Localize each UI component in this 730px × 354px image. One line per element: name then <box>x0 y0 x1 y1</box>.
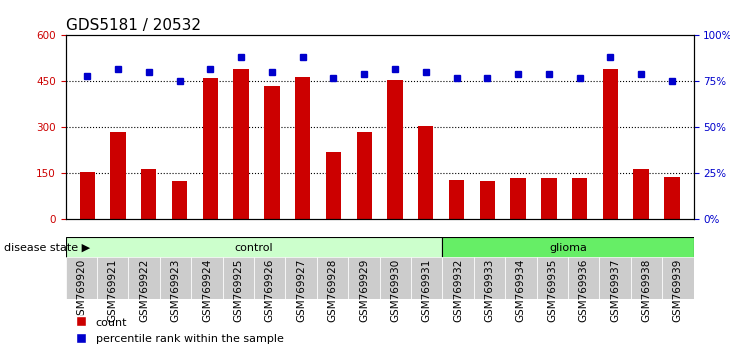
Bar <box>480 181 495 219</box>
Bar <box>203 78 218 219</box>
Text: GDS5181 / 20532: GDS5181 / 20532 <box>66 18 201 33</box>
FancyBboxPatch shape <box>128 257 160 299</box>
Bar <box>510 178 526 219</box>
FancyBboxPatch shape <box>631 257 662 299</box>
Text: GSM769934: GSM769934 <box>516 259 526 322</box>
Bar <box>80 172 95 219</box>
FancyBboxPatch shape <box>411 257 442 299</box>
Bar <box>388 80 403 219</box>
Bar <box>110 132 126 219</box>
FancyBboxPatch shape <box>97 257 128 299</box>
FancyBboxPatch shape <box>191 257 223 299</box>
FancyBboxPatch shape <box>348 257 380 299</box>
Bar <box>172 181 188 219</box>
FancyBboxPatch shape <box>442 257 474 299</box>
Text: GSM769925: GSM769925 <box>234 259 243 322</box>
FancyBboxPatch shape <box>662 257 694 299</box>
Bar <box>541 178 556 219</box>
Bar <box>418 126 434 219</box>
Text: GSM769929: GSM769929 <box>359 259 369 322</box>
Bar <box>356 132 372 219</box>
Bar <box>234 69 249 219</box>
Text: GSM769936: GSM769936 <box>579 259 588 322</box>
Text: glioma: glioma <box>549 243 587 253</box>
Text: GSM769923: GSM769923 <box>171 259 180 322</box>
FancyBboxPatch shape <box>223 257 254 299</box>
Text: GSM769932: GSM769932 <box>453 259 463 322</box>
FancyBboxPatch shape <box>285 257 317 299</box>
Bar <box>326 152 341 219</box>
FancyBboxPatch shape <box>380 257 411 299</box>
FancyBboxPatch shape <box>66 257 97 299</box>
Text: GSM769924: GSM769924 <box>202 259 212 322</box>
Text: GSM769920: GSM769920 <box>77 259 86 322</box>
Text: GSM769938: GSM769938 <box>642 259 651 322</box>
Text: GSM769931: GSM769931 <box>422 259 431 322</box>
FancyBboxPatch shape <box>568 257 599 299</box>
Bar <box>264 86 280 219</box>
FancyBboxPatch shape <box>442 237 694 258</box>
FancyBboxPatch shape <box>505 257 537 299</box>
Bar <box>634 169 649 219</box>
Text: GSM769926: GSM769926 <box>265 259 274 322</box>
Text: GSM769937: GSM769937 <box>610 259 620 322</box>
FancyBboxPatch shape <box>317 257 348 299</box>
Bar <box>603 69 618 219</box>
FancyBboxPatch shape <box>599 257 631 299</box>
Legend: count, percentile rank within the sample: count, percentile rank within the sample <box>72 313 288 348</box>
Text: GSM769921: GSM769921 <box>108 259 118 322</box>
Bar <box>572 178 588 219</box>
Text: GSM769927: GSM769927 <box>296 259 306 322</box>
Bar <box>141 169 156 219</box>
Text: disease state ▶: disease state ▶ <box>4 243 90 253</box>
FancyBboxPatch shape <box>160 257 191 299</box>
FancyBboxPatch shape <box>474 257 505 299</box>
Bar <box>295 77 310 219</box>
FancyBboxPatch shape <box>537 257 568 299</box>
Bar <box>449 179 464 219</box>
Text: GSM769922: GSM769922 <box>139 259 149 322</box>
Text: GSM769928: GSM769928 <box>328 259 337 322</box>
Text: GSM769930: GSM769930 <box>391 259 400 322</box>
Text: GSM769933: GSM769933 <box>485 259 494 322</box>
Text: control: control <box>235 243 273 253</box>
Text: GSM769939: GSM769939 <box>673 259 683 322</box>
FancyBboxPatch shape <box>254 257 285 299</box>
Text: GSM769935: GSM769935 <box>548 259 557 322</box>
Bar <box>664 177 680 219</box>
FancyBboxPatch shape <box>66 237 442 258</box>
